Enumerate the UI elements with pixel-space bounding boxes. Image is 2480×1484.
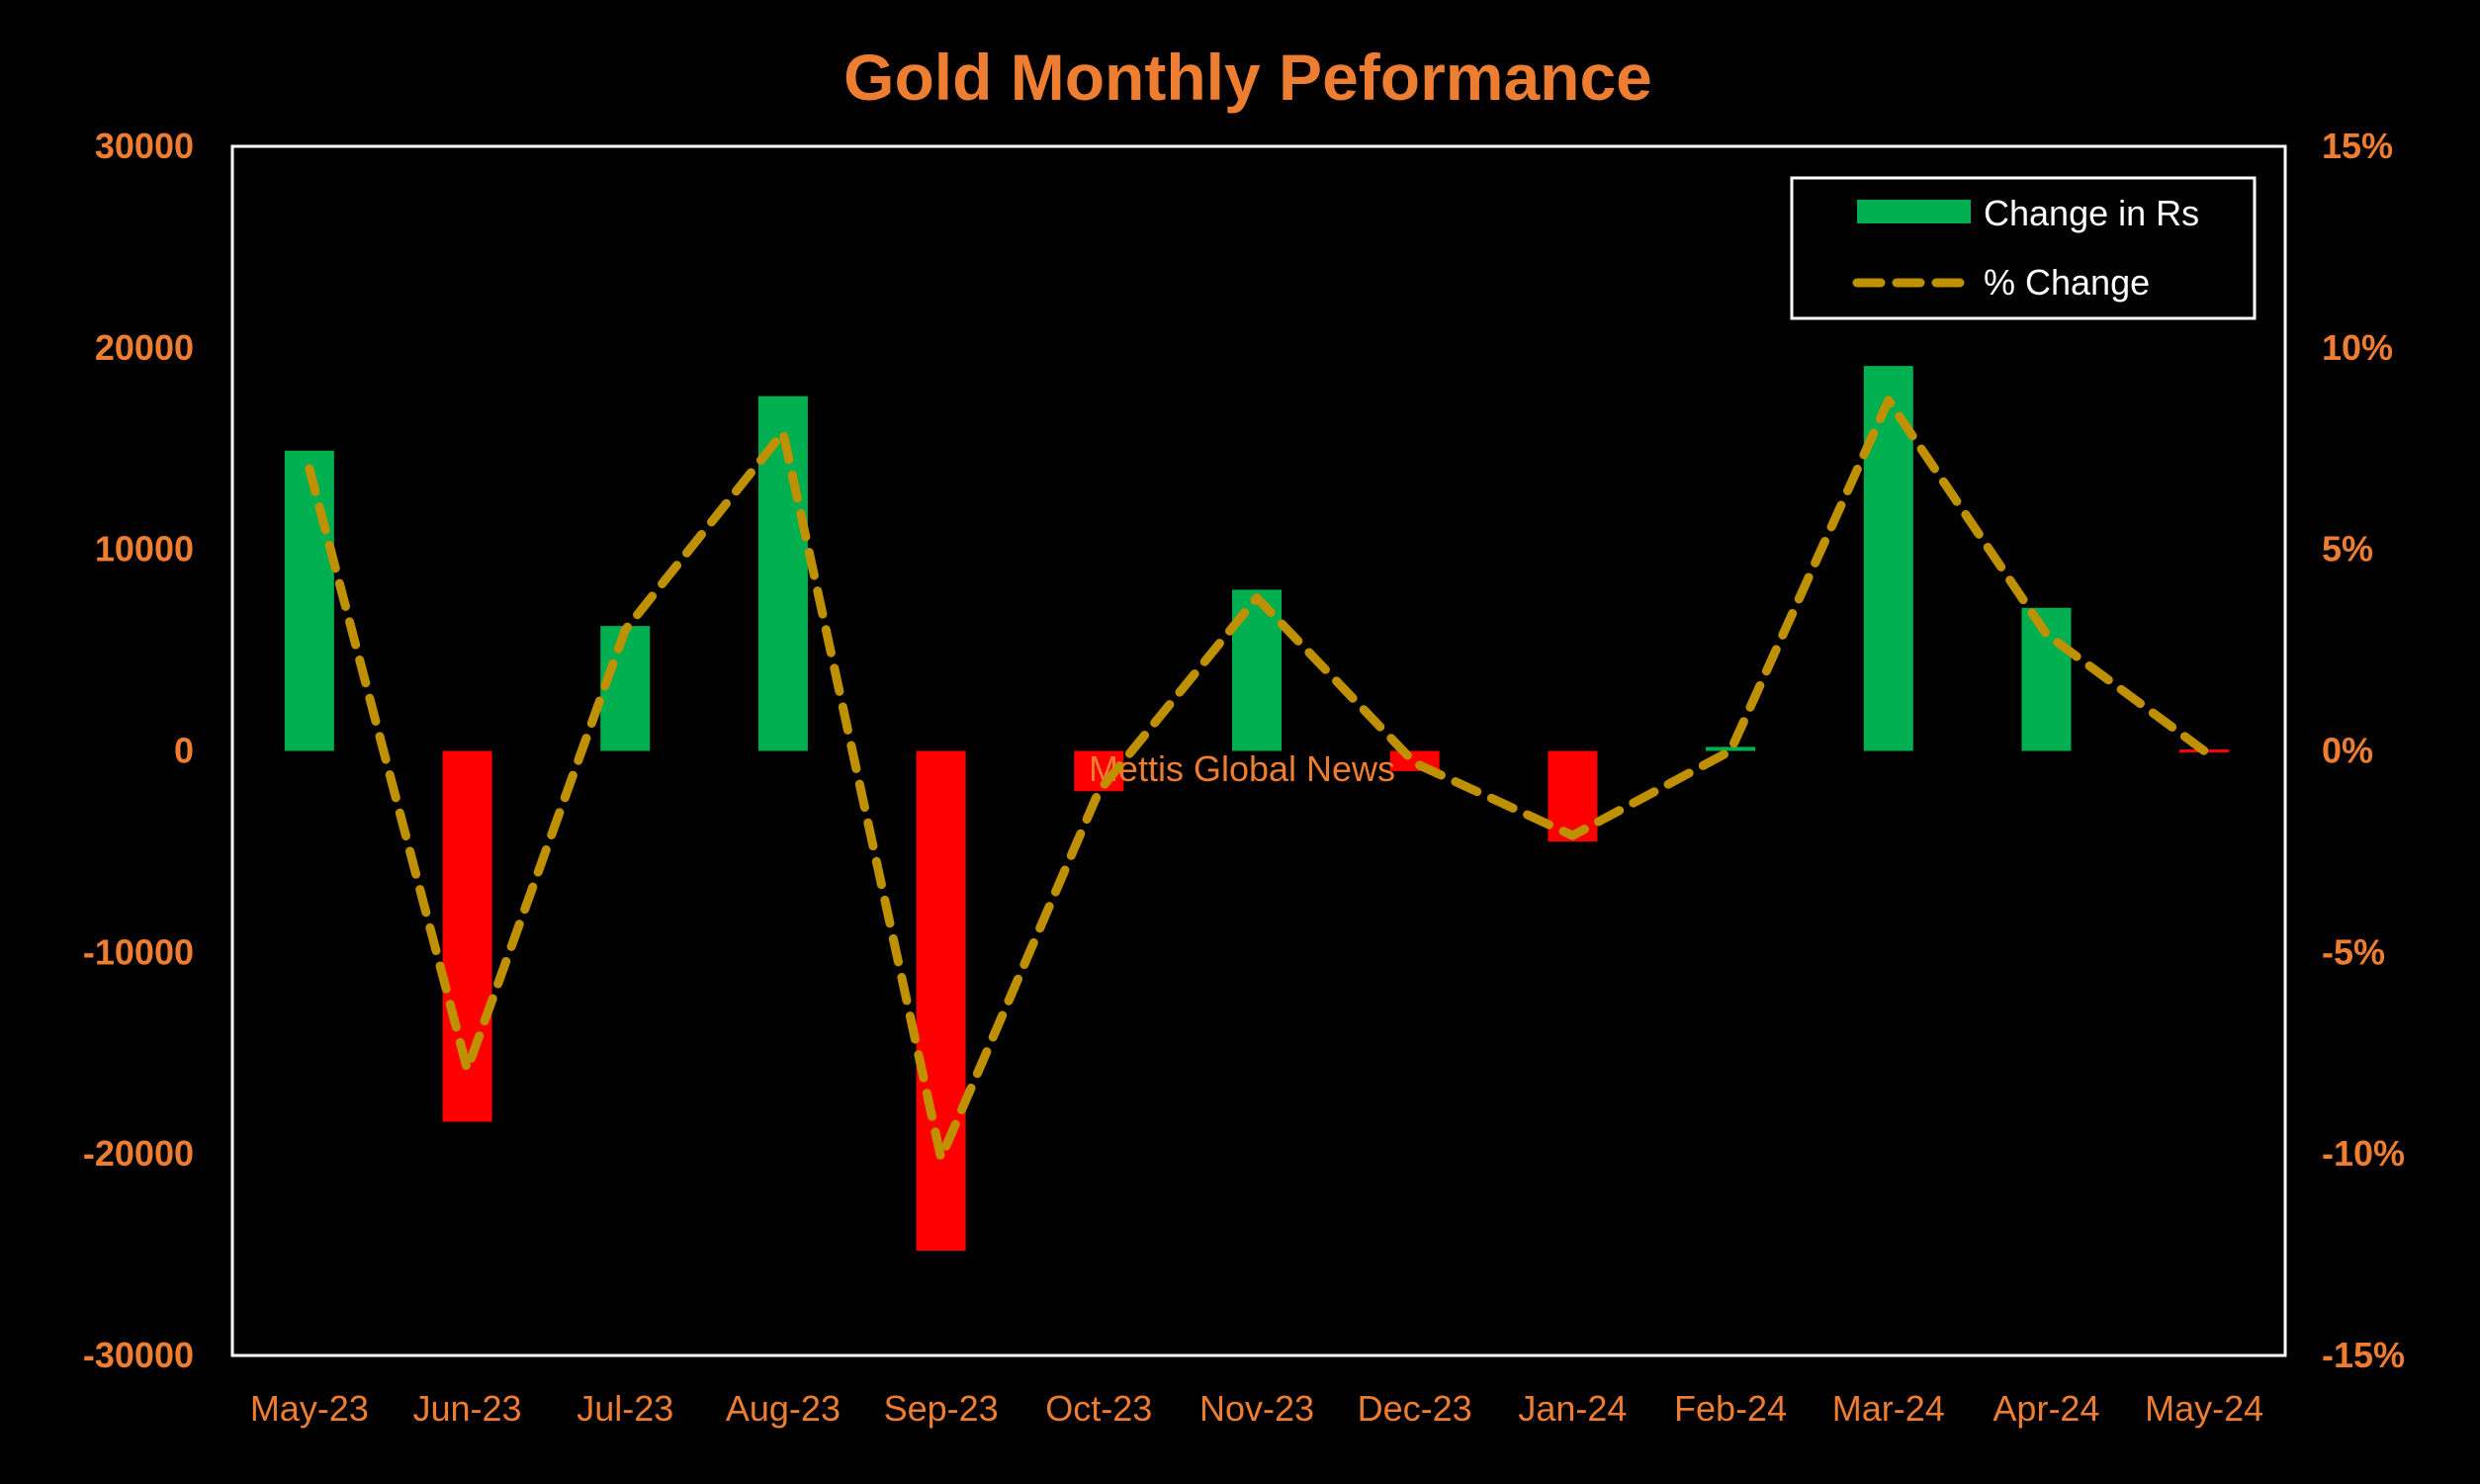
left-axis-tick-label: -20000 — [83, 1133, 194, 1174]
bar-change-in-rs — [916, 750, 966, 1252]
legend-label-percent-change: % Change — [1984, 262, 2150, 303]
x-axis-tick-label: Apr-24 — [1993, 1388, 2099, 1429]
line-percent-change — [305, 395, 2209, 1163]
left-axis-tick-label: -30000 — [83, 1335, 194, 1375]
right-axis-tick-label: -10% — [2322, 1133, 2405, 1174]
legend-label-change-in-rs: Change in Rs — [1984, 193, 2199, 233]
legend: Change in Rs % Change — [1790, 176, 2257, 320]
bar-change-in-rs — [1548, 750, 1598, 842]
right-axis-tick-label: -15% — [2322, 1335, 2405, 1375]
x-axis-tick-label: Jul-23 — [576, 1388, 673, 1429]
left-axis-tick-label: 10000 — [95, 529, 194, 569]
right-axis-tick-label: 0% — [2322, 731, 2373, 771]
x-axis-tick-label: Sep-23 — [884, 1388, 999, 1429]
right-axis-tick-label: 15% — [2322, 126, 2393, 166]
x-axis-ticks: May-23 Jun-23 Jul-23 Aug-23 Sep-23 Oct-23 Nov-… — [250, 1388, 2263, 1429]
x-axis-tick-label: Nov-23 — [1199, 1388, 1314, 1429]
bar-series — [284, 366, 2230, 1252]
left-axis-tick-label: 20000 — [95, 327, 194, 368]
watermark-text: Mettis Global News — [1089, 748, 1395, 789]
x-axis-tick-label: May-23 — [250, 1388, 369, 1429]
right-axis-tick-label: 10% — [2322, 327, 2393, 368]
x-axis-tick-label: Feb-24 — [1674, 1388, 1787, 1429]
left-axis-tick-label: -10000 — [83, 931, 194, 972]
bar-change-in-rs — [284, 450, 334, 751]
plot-area-frame — [230, 144, 2287, 1357]
right-axis-ticks: 15% 10% 5% 0% -5% -10% -15% — [2322, 126, 2405, 1375]
line-series — [305, 395, 2209, 1163]
x-axis-tick-label: Jan-24 — [1518, 1388, 1627, 1429]
left-axis-tick-label: 0 — [174, 731, 194, 771]
bar-change-in-rs — [1706, 746, 1756, 751]
x-axis-tick-label: Mar-24 — [1832, 1388, 1945, 1429]
left-axis-tick-label: 30000 — [95, 126, 194, 166]
legend-bar-swatch — [1857, 200, 1971, 223]
right-axis-tick-label: 5% — [2322, 529, 2373, 569]
x-axis-tick-label: Dec-23 — [1358, 1388, 1472, 1429]
x-axis-tick-label: Aug-23 — [726, 1388, 841, 1429]
left-axis-ticks: 30000 20000 10000 0 -10000 -20000 -30000 — [83, 126, 194, 1375]
x-axis-tick-label: May-24 — [2145, 1388, 2263, 1429]
x-axis-tick-label: Jun-23 — [412, 1388, 521, 1429]
x-axis-tick-label: Oct-23 — [1045, 1388, 1152, 1429]
chart-title: Gold Monthly Peformance — [843, 41, 1652, 114]
right-axis-tick-label: -5% — [2322, 931, 2385, 972]
